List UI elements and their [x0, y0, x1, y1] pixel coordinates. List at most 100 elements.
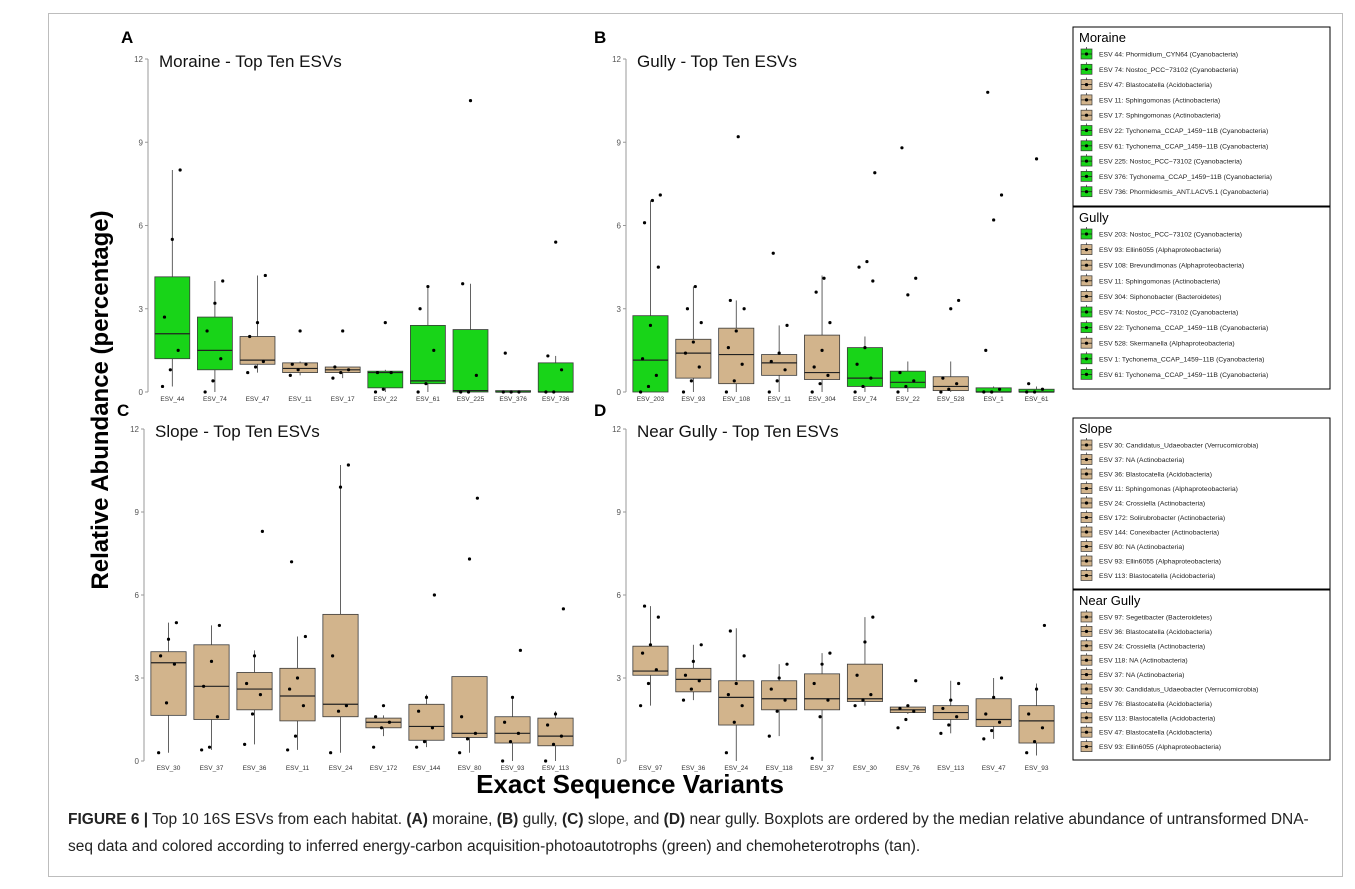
data-point	[252, 654, 257, 658]
data-point	[207, 745, 212, 749]
data-point	[697, 365, 701, 369]
data-point	[430, 726, 435, 730]
data-point	[261, 359, 265, 364]
data-point	[260, 529, 264, 533]
data-point	[544, 390, 548, 394]
data-point	[814, 290, 818, 294]
data-point	[734, 681, 738, 686]
data-point	[253, 365, 258, 369]
box-iqr	[365, 717, 402, 729]
box-iqr	[1018, 705, 1055, 744]
data-point	[383, 321, 387, 325]
legend-item-label: ESV 108: Brevundimonas (Alphaproteobacte…	[1099, 263, 1244, 270]
x-tick-label: ESV_36	[681, 765, 705, 772]
data-point	[734, 329, 738, 333]
legend-title: Gully	[1079, 210, 1109, 225]
data-point	[656, 265, 660, 269]
legend-item-label: ESV 144: Conexibacter (Actinobacteria)	[1099, 530, 1219, 537]
legend-item: ESV 74: Nostoc_PCC−73102 (Cyanobacteria)	[1080, 305, 1238, 318]
data-point	[640, 651, 645, 655]
data-point	[553, 712, 558, 716]
panel-title: Moraine - Top Ten ESVs	[159, 52, 342, 71]
legend-item-label: ESV 24: Crossiella (Actinobacteria)	[1099, 643, 1205, 650]
box-iqr	[632, 315, 669, 393]
data-point	[775, 709, 779, 713]
y-tick-label: 9	[135, 508, 140, 517]
x-tick-label: ESV_37	[200, 765, 224, 772]
legend-frame	[1072, 26, 1331, 207]
data-point	[871, 615, 875, 619]
data-point	[258, 693, 263, 697]
x-tick-label: ESV_736	[542, 396, 570, 403]
data-point	[375, 370, 380, 375]
box-esv-30: ESV_30	[846, 615, 883, 772]
legend-item-label: ESV 11: Sphingomonas (Actinobacteria)	[1099, 278, 1220, 285]
legend-item-label: ESV 172: Solirubrobacter (Actinobacteria…	[1099, 515, 1225, 522]
data-point	[642, 221, 647, 225]
legend-key-dot	[1084, 52, 1089, 56]
box-iqr	[537, 717, 574, 747]
data-point	[826, 373, 830, 377]
data-point	[559, 734, 564, 738]
legend-item-label: ESV 74: Nostoc_PCC−73102 (Cyanobacteria)	[1099, 67, 1238, 74]
legend-key-dot	[1084, 279, 1089, 283]
box-iqr	[322, 613, 359, 718]
x-tick-label: ESV_113	[937, 765, 964, 772]
data-point	[642, 604, 647, 608]
data-point	[691, 340, 695, 344]
data-point	[339, 370, 343, 375]
data-point	[415, 745, 419, 749]
legend-item: ESV 61: Tychonema_CCAP_1459−11B (Cyanoba…	[1080, 367, 1268, 380]
x-tick-label: ESV_118	[766, 765, 793, 772]
data-point	[939, 390, 943, 394]
x-tick-label: ESV_37	[810, 765, 834, 772]
panel-letter-c: C	[117, 401, 129, 420]
data-point	[501, 759, 505, 763]
legend-slope: Slope ESV 30: Candidatus_Udaeobacter (Ver…	[1072, 417, 1331, 590]
legend-item: ESV 37: NA (Actinobacteria)	[1080, 667, 1184, 680]
y-tick-label: 3	[617, 674, 622, 683]
data-point	[518, 648, 522, 652]
data-point	[941, 376, 945, 380]
legend-item: ESV 76: Blastocatella (Acidobacteria)	[1080, 696, 1212, 709]
box-iqr	[675, 338, 712, 379]
box-esv-113: ESV_113	[932, 680, 969, 772]
data-point	[333, 365, 337, 369]
data-point	[742, 654, 746, 658]
box-esv-24: ESV_24	[322, 463, 359, 772]
data-point	[298, 329, 302, 333]
data-point	[554, 240, 558, 244]
legend-item-label: ESV 47: Blastocatella (Acidobacteria)	[1099, 730, 1212, 737]
data-point	[544, 759, 548, 763]
data-point	[732, 379, 736, 383]
x-tick-label: ESV_11	[286, 765, 310, 772]
data-point	[503, 720, 507, 724]
box-esv-11: ESV_11	[761, 251, 798, 403]
legend-key-dot	[1084, 472, 1089, 476]
data-point	[517, 390, 521, 394]
data-point	[912, 709, 916, 713]
data-point	[955, 382, 959, 386]
data-point	[986, 90, 990, 94]
box-esv-93: ESV_93	[494, 648, 531, 772]
data-point	[697, 679, 701, 683]
box-esv-113: ESV_113	[537, 607, 574, 772]
data-point	[812, 365, 816, 369]
legend-item-label: ESV 113: Blastocatella (Acidobacteria)	[1099, 573, 1215, 580]
data-point	[1040, 387, 1045, 391]
data-point	[166, 637, 171, 641]
legend-item: ESV 30: Candidatus_Udaeobacter (Verrucom…	[1080, 438, 1258, 451]
data-point	[1027, 382, 1031, 386]
box-esv-44: ESV_44	[154, 168, 191, 403]
data-point	[341, 329, 345, 333]
data-point	[992, 218, 996, 222]
data-point	[331, 654, 335, 658]
legend-item: ESV 97: Segetibacter (Bacteroidetes)	[1080, 610, 1212, 623]
data-point	[654, 373, 658, 377]
legend-item: ESV 225: Nostoc_PCC−73102 (Cyanobacteria…	[1080, 154, 1242, 167]
data-point	[898, 370, 902, 375]
legend-key-dot	[1084, 530, 1089, 534]
legend-item-label: ESV 736: Phormidesmis_ANT.LACV5.1 (Cyano…	[1099, 189, 1269, 196]
panel-letter-a: A	[121, 28, 133, 47]
data-point	[689, 687, 693, 691]
